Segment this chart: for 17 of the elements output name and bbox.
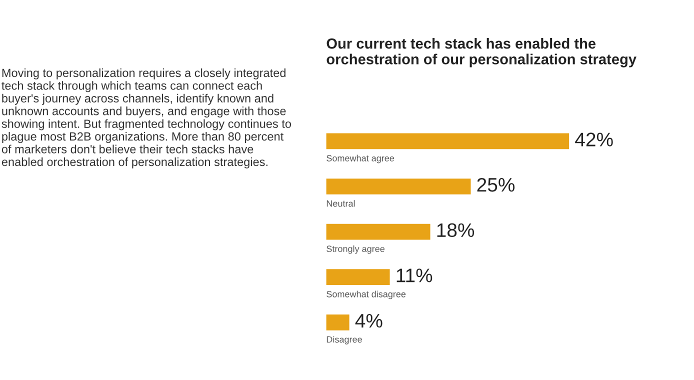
data-label: 11% bbox=[396, 268, 432, 282]
text: Moving to personalization requires a closely integrated tech stack through which teams can connect each buyer's journey across channels, identify known and unknown accounts and buyers, and engage with those showing intent. But fragmented technology continues to plague most B2B organizations. More than 80 percent of marketers don't believe their tech stacks have enabled orchestration of personalization strategies. bbox=[2, 68, 292, 168]
bar bbox=[326, 133, 570, 150]
y-tick-label: Somewhat agree bbox=[326, 154, 394, 164]
data-label: 25% bbox=[477, 178, 515, 192]
y-tick-label: Somewhat disagree bbox=[326, 290, 406, 300]
data-label: 18% bbox=[437, 223, 474, 238]
y-tick-label: Disagree bbox=[326, 336, 362, 344]
data-label: 4% bbox=[355, 314, 382, 328]
bar bbox=[326, 178, 471, 194]
chart-title: Our current tech stack has enabled the orchestration of our personalization strategy bbox=[326, 38, 636, 68]
bar bbox=[326, 224, 430, 240]
data-label: 42% bbox=[575, 132, 613, 146]
y-tick-label: Strongly agree bbox=[326, 245, 384, 254]
bar bbox=[326, 314, 350, 330]
bar bbox=[326, 269, 390, 286]
y-tick-label: Neutral bbox=[326, 200, 355, 207]
